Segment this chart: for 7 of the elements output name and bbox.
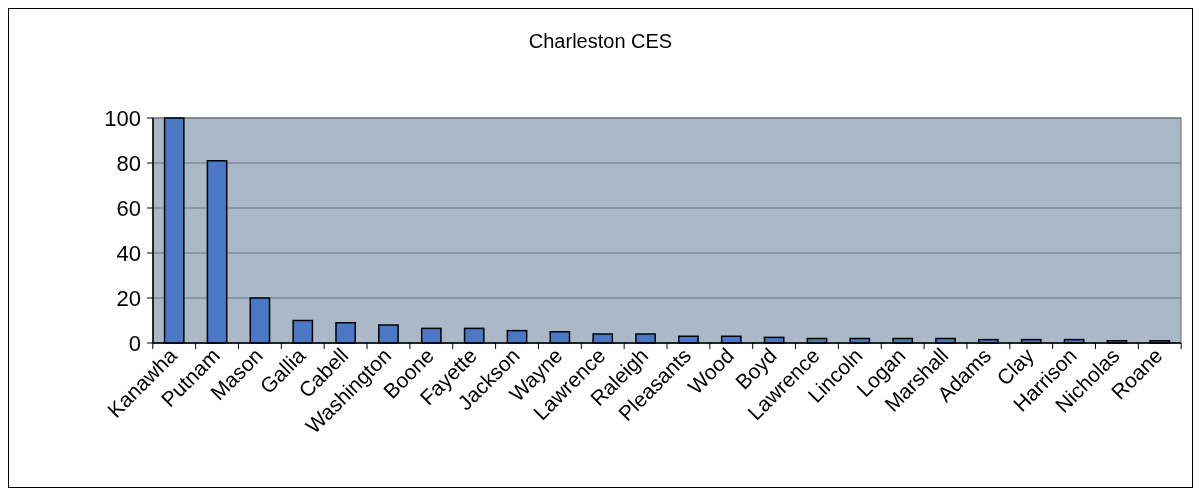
y-tick-label: 40 — [116, 240, 141, 266]
chart-title: Charleston CES — [528, 30, 673, 52]
y-tick-label: 20 — [116, 285, 141, 311]
y-tick-label: 80 — [116, 150, 141, 176]
y-tick-label: 60 — [116, 195, 141, 221]
y-tick-label: 100 — [104, 105, 141, 131]
y-tick-label: 0 — [128, 330, 141, 356]
